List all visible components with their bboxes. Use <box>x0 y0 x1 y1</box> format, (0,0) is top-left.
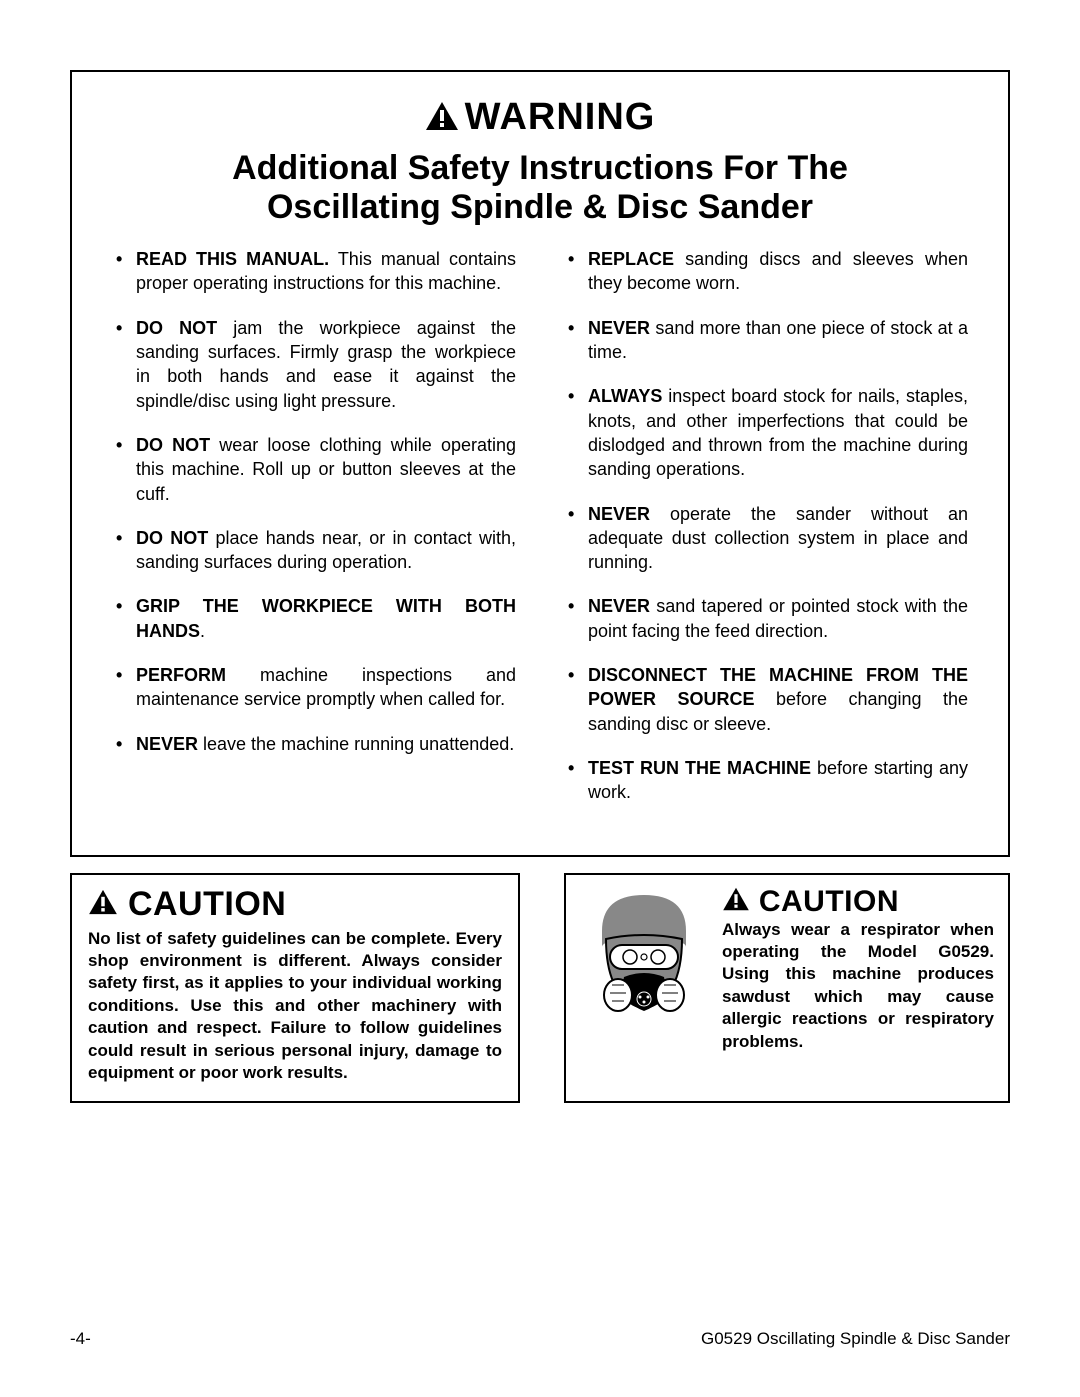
instruction-item: DO NOT wear loose clothing while operati… <box>112 433 516 506</box>
instruction-item: DISCONNECT THE MACHINE FROM THE POWER SO… <box>564 663 968 736</box>
footer-title: G0529 Oscillating Spindle & Disc Sander <box>701 1329 1010 1349</box>
right-column: REPLACE sanding discs and sleeves when t… <box>564 247 968 824</box>
caution-triangle-icon-2 <box>722 885 759 918</box>
instruction-item: GRIP THE WORKPIECE WITH BOTH HANDS. <box>112 594 516 643</box>
caution-box-1: CAUTION No list of safety guidelines can… <box>70 873 520 1103</box>
warning-box: WARNING Additional Safety Instructions F… <box>70 70 1010 857</box>
caution-box-2: CAUTION Always wear a respirator when op… <box>564 873 1010 1103</box>
caution-header-2: CAUTION <box>722 885 994 919</box>
instruction-item: NEVER leave the machine running unattend… <box>112 732 516 756</box>
caution-header-1: CAUTION <box>88 885 502 924</box>
instruction-item: DO NOT jam the workpiece against the san… <box>112 316 516 413</box>
instruction-item: ALWAYS inspect board stock for nails, st… <box>564 384 968 481</box>
instruction-item: PERFORM machine inspections and maintena… <box>112 663 516 712</box>
instruction-item: NEVER sand tapered or pointed stock with… <box>564 594 968 643</box>
respirator-icon <box>580 885 708 1087</box>
warning-subtitle: Additional Safety Instructions For The O… <box>112 149 968 227</box>
instruction-item: NEVER sand more than one piece of stock … <box>564 316 968 365</box>
caution1-text: No list of safety guidelines can be comp… <box>88 928 502 1085</box>
left-column: READ THIS MANUAL. This manual contains p… <box>112 247 516 824</box>
caution2-content: CAUTION Always wear a respirator when op… <box>722 885 994 1087</box>
caution2-text: Always wear a respirator when operating … <box>722 919 994 1054</box>
instruction-item: NEVER operate the sander without an adeq… <box>564 502 968 575</box>
page-footer: -4- G0529 Oscillating Spindle & Disc San… <box>70 1329 1010 1349</box>
caution-row: CAUTION No list of safety guidelines can… <box>70 873 1010 1103</box>
warning-header: WARNING <box>112 96 968 141</box>
warning-label: WARNING <box>465 96 656 138</box>
page-number: -4- <box>70 1329 91 1349</box>
instruction-columns: READ THIS MANUAL. This manual contains p… <box>112 247 968 824</box>
instruction-item: READ THIS MANUAL. This manual contains p… <box>112 247 516 296</box>
instruction-item: TEST RUN THE MACHINE before starting any… <box>564 756 968 805</box>
instruction-item: REPLACE sanding discs and sleeves when t… <box>564 247 968 296</box>
warning-triangle-icon <box>425 98 459 141</box>
instruction-item: DO NOT place hands near, or in contact w… <box>112 526 516 575</box>
caution-triangle-icon <box>88 885 128 923</box>
